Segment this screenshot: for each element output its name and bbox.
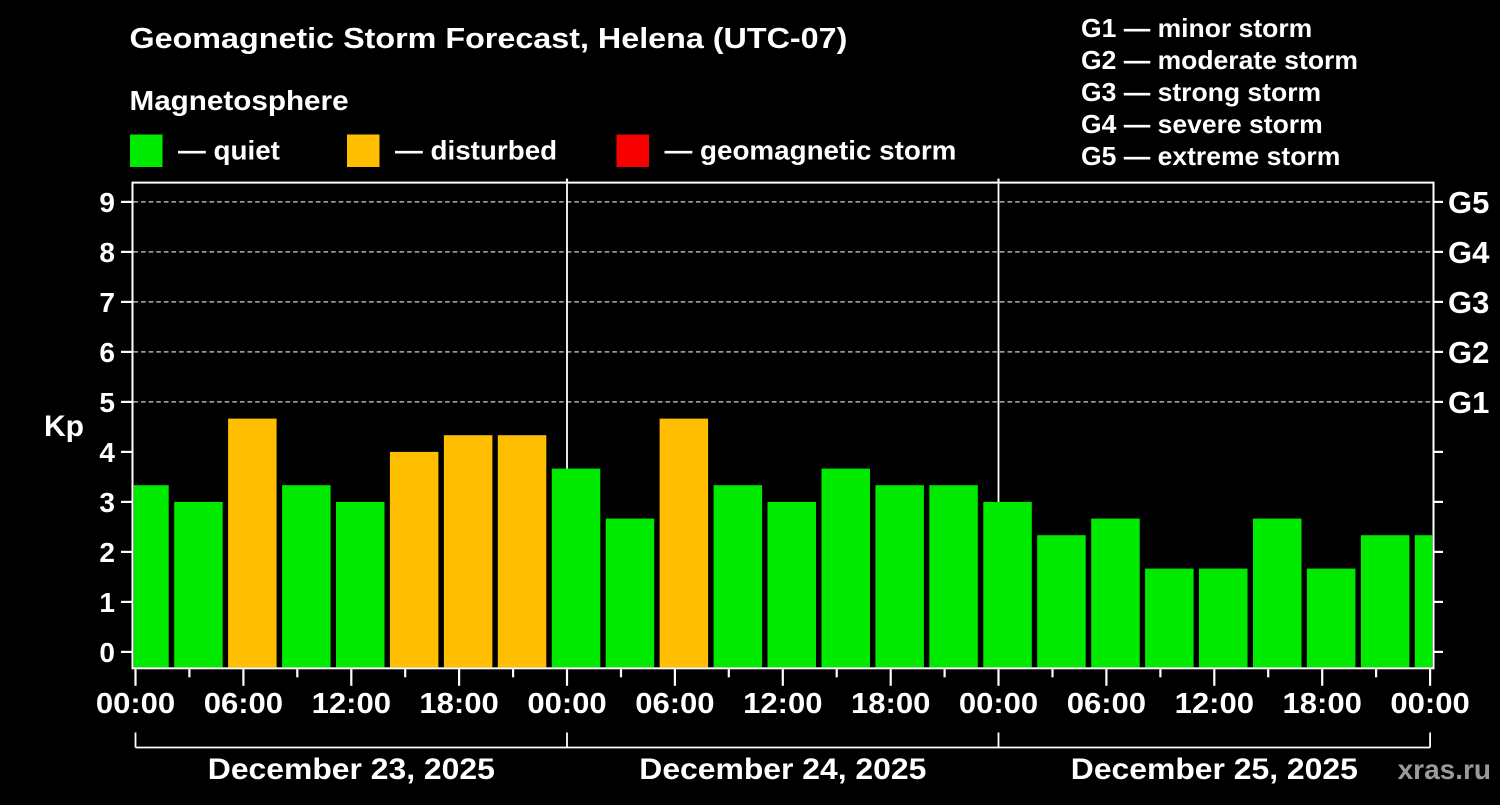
svg-text:12:00: 12:00 — [743, 688, 822, 720]
svg-text:18:00: 18:00 — [1283, 688, 1362, 720]
svg-text:06:00: 06:00 — [204, 688, 283, 720]
svg-text:G5 — extreme storm: G5 — extreme storm — [1081, 141, 1340, 171]
svg-text:00:00: 00:00 — [527, 688, 606, 720]
svg-text:December 24, 2025: December 24, 2025 — [639, 752, 926, 786]
svg-text:G3 — strong storm: G3 — strong storm — [1081, 77, 1321, 107]
svg-text:— quiet: — quiet — [178, 135, 280, 166]
svg-text:06:00: 06:00 — [1067, 688, 1146, 720]
svg-text:Geomagnetic Storm Forecast, He: Geomagnetic Storm Forecast, Helena (UTC-… — [130, 22, 848, 55]
svg-text:0: 0 — [99, 637, 115, 668]
svg-text:December 25, 2025: December 25, 2025 — [1071, 752, 1358, 786]
svg-text:00:00: 00:00 — [1390, 688, 1469, 720]
svg-text:18:00: 18:00 — [419, 688, 498, 720]
svg-text:1: 1 — [99, 587, 115, 618]
svg-text:— geomagnetic storm: — geomagnetic storm — [665, 135, 957, 166]
svg-text:12:00: 12:00 — [312, 688, 391, 720]
svg-text:G3: G3 — [1448, 285, 1489, 320]
svg-text:5: 5 — [99, 387, 115, 418]
svg-text:G2 — moderate storm: G2 — moderate storm — [1081, 45, 1358, 75]
svg-text:2: 2 — [99, 537, 115, 568]
svg-text:G1: G1 — [1448, 385, 1489, 420]
svg-text:— disturbed: — disturbed — [395, 135, 557, 166]
svg-text:xras.ru: xras.ru — [1398, 754, 1491, 785]
svg-text:7: 7 — [99, 287, 115, 318]
svg-text:G4: G4 — [1448, 235, 1490, 270]
svg-text:G1 — minor storm: G1 — minor storm — [1081, 13, 1312, 43]
svg-text:9: 9 — [99, 187, 115, 218]
svg-text:Kp: Kp — [44, 410, 84, 443]
svg-text:G5: G5 — [1448, 185, 1489, 220]
svg-text:G4 — severe storm: G4 — severe storm — [1081, 109, 1323, 139]
svg-text:G2: G2 — [1448, 335, 1489, 370]
svg-text:4: 4 — [99, 437, 115, 468]
svg-text:00:00: 00:00 — [96, 688, 175, 720]
svg-text:6: 6 — [99, 337, 115, 368]
svg-text:Magnetosphere: Magnetosphere — [130, 86, 349, 117]
svg-text:December 23, 2025: December 23, 2025 — [208, 752, 495, 786]
svg-text:3: 3 — [99, 487, 115, 518]
svg-text:12:00: 12:00 — [1175, 688, 1254, 720]
svg-text:00:00: 00:00 — [959, 688, 1038, 720]
svg-text:18:00: 18:00 — [851, 688, 930, 720]
svg-text:8: 8 — [99, 237, 115, 268]
svg-text:06:00: 06:00 — [635, 688, 714, 720]
